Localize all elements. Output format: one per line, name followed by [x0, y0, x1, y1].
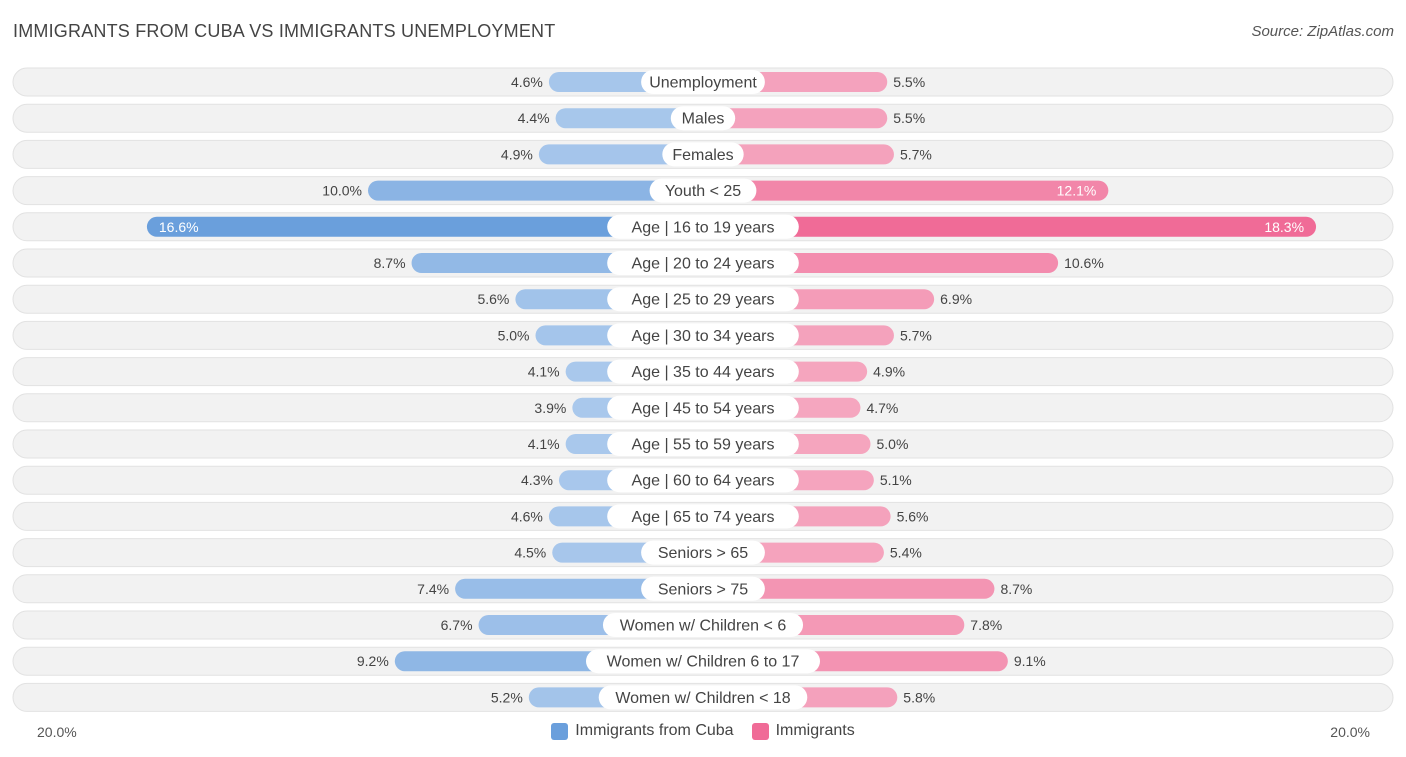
value-label-immigrants: 5.7%: [900, 146, 932, 162]
category-label-background: [607, 323, 799, 348]
bar-cuba: [555, 108, 703, 129]
value-label-immigrants: 5.6%: [897, 508, 929, 524]
value-label-cuba: 5.6%: [477, 291, 509, 307]
bar-immigrants: [703, 216, 1317, 237]
category-label-background: [602, 613, 804, 637]
value-label-cuba: 8.7%: [374, 255, 406, 271]
category-label: Females: [672, 147, 733, 164]
value-label-cuba: 6.7%: [441, 617, 473, 633]
value-label-cuba: 10.0%: [322, 183, 362, 199]
category-label: Age | 35 to 44 years: [632, 364, 775, 381]
category-label: Age | 25 to 29 years: [632, 292, 775, 309]
axis-left-label: 20.0%: [37, 724, 77, 740]
category-label-background: [607, 359, 799, 384]
bar-cuba: [455, 578, 703, 599]
value-label-cuba: 4.1%: [528, 436, 560, 452]
bar-immigrants: [703, 578, 995, 599]
value-label-immigrants: 6.9%: [940, 291, 972, 307]
value-label-immigrants: 8.7%: [1000, 581, 1032, 597]
value-label-cuba: 4.9%: [501, 146, 533, 162]
value-label-immigrants: 9.1%: [1014, 653, 1046, 669]
legend-item-immigrants[interactable]: Immigrants: [751, 722, 855, 740]
category-label: Age | 20 to 24 years: [632, 256, 775, 273]
value-label-immigrants: 12.1%: [1057, 183, 1097, 199]
legend-swatch-cuba: [551, 722, 569, 740]
category-label: Age | 30 to 34 years: [632, 328, 775, 345]
legend-swatch-immigrants: [751, 722, 769, 740]
axis-right-label: 20.0%: [1330, 724, 1370, 740]
category-label-background: [649, 178, 757, 203]
value-label-cuba: 9.2%: [357, 653, 389, 669]
category-label: Age | 16 to 19 years: [632, 219, 775, 236]
value-label-cuba: 4.6%: [511, 508, 543, 524]
value-label-immigrants: 4.9%: [873, 364, 905, 380]
category-label-background: [670, 106, 736, 131]
value-label-immigrants: 5.8%: [903, 689, 935, 705]
category-label: Age | 55 to 59 years: [632, 437, 775, 454]
value-label-cuba: 4.6%: [511, 74, 543, 90]
value-label-immigrants: 5.4%: [890, 545, 922, 561]
chart-title: IMMIGRANTS FROM CUBA VS IMMIGRANTS UNEMP…: [13, 21, 556, 41]
category-label: Women w/ Children 6 to 17: [607, 654, 800, 671]
legend-label-cuba: Immigrants from Cuba: [575, 722, 734, 739]
bar-cuba: [146, 216, 703, 237]
category-label: Age | 65 to 74 years: [632, 509, 775, 526]
category-label-background: [607, 504, 799, 529]
category-label: Women w/ Children < 6: [620, 618, 787, 635]
category-label: Unemployment: [649, 75, 757, 92]
value-label-cuba: 7.4%: [417, 581, 449, 597]
category-label: Age | 60 to 64 years: [632, 473, 775, 490]
bar-immigrants: [703, 144, 894, 165]
category-label-background: [607, 468, 799, 493]
category-label: Males: [682, 111, 725, 128]
value-label-immigrants: 5.5%: [893, 74, 925, 90]
value-label-cuba: 4.5%: [514, 545, 546, 561]
bar-immigrants: [703, 180, 1109, 201]
category-label-background: [586, 649, 820, 674]
value-label-cuba: 4.3%: [521, 472, 553, 488]
value-label-cuba: 3.9%: [534, 400, 566, 416]
legend-item-cuba[interactable]: Immigrants from Cuba: [551, 722, 734, 740]
category-label: Seniors > 65: [658, 545, 748, 562]
chart-source: Source: ZipAtlas.com: [1251, 23, 1394, 40]
category-label-background: [662, 142, 744, 167]
category-label-background: [607, 214, 799, 239]
value-label-immigrants: 5.7%: [900, 327, 932, 343]
category-label-background: [607, 395, 799, 420]
value-label-cuba: 4.4%: [518, 110, 550, 126]
category-label-background: [641, 540, 765, 565]
category-label-background: [607, 432, 799, 456]
category-label: Seniors > 75: [658, 581, 748, 598]
value-label-immigrants: 4.7%: [866, 400, 898, 416]
legend-label-immigrants: Immigrants: [775, 722, 855, 739]
value-label-cuba: 5.0%: [498, 327, 530, 343]
bar-cuba: [538, 144, 703, 165]
category-label: Age | 45 to 54 years: [632, 400, 775, 417]
chart-legend: Immigrants from Cuba Immigrants: [0, 722, 1406, 740]
bar-cuba: [368, 180, 703, 201]
value-label-immigrants: 7.8%: [970, 617, 1002, 633]
value-label-immigrants: 18.3%: [1264, 219, 1304, 235]
value-label-immigrants: 5.0%: [877, 436, 909, 452]
category-label-background: [641, 70, 765, 94]
value-label-cuba: 5.2%: [491, 689, 523, 705]
value-label-immigrants: 5.1%: [880, 472, 912, 488]
category-label-background: [607, 287, 799, 312]
category-label: Women w/ Children < 18: [615, 690, 790, 707]
value-label-immigrants: 5.5%: [893, 110, 925, 126]
bar-immigrants: [703, 108, 888, 129]
category-label: Youth < 25: [665, 183, 741, 200]
value-label-cuba: 4.1%: [528, 364, 560, 380]
category-label-background: [641, 576, 765, 601]
value-label-cuba: 16.6%: [159, 219, 199, 235]
category-label-background: [598, 685, 808, 710]
category-label-background: [607, 251, 799, 275]
value-label-immigrants: 10.6%: [1064, 255, 1104, 271]
